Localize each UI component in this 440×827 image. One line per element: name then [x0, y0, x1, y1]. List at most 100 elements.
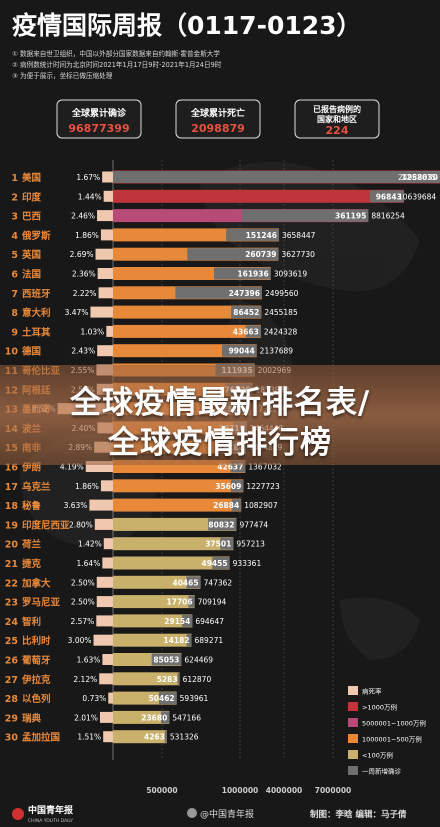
- fatality-rate-bar: [95, 248, 113, 260]
- legend-swatch: [348, 766, 358, 775]
- fatality-rate-label: 1.64%: [77, 559, 101, 568]
- new-cases-bar: [231, 499, 242, 512]
- country-label: 法国: [22, 269, 41, 281]
- fatality-rate-bar: [99, 711, 113, 723]
- rank-label: 29: [5, 713, 18, 724]
- footer-weibo: @中国青年报: [200, 808, 254, 820]
- new-cases-bar: [222, 344, 257, 357]
- country-label: 德国: [22, 346, 41, 358]
- new-cases-bar: [245, 325, 261, 338]
- country-label: 俄罗斯: [21, 230, 51, 242]
- total-label: 957213: [236, 540, 265, 549]
- total-bar: [113, 730, 167, 744]
- new-cases-bar: [214, 267, 271, 280]
- fatality-rate-label: 2.22%: [73, 289, 97, 298]
- summary-confirmed-label: 全球累计确诊: [71, 107, 127, 119]
- x-tick-label: 500000: [146, 786, 177, 795]
- rank-label: 22: [5, 578, 18, 589]
- new-cases-label: 80832: [208, 520, 234, 529]
- rank-label: 25: [5, 636, 18, 647]
- total-label: 593961: [180, 694, 209, 703]
- fatality-rate-label: 1.03%: [80, 327, 104, 336]
- total-label: 1367032: [248, 463, 282, 472]
- total-bar: [113, 710, 170, 724]
- total-label: 3093619: [274, 270, 308, 279]
- country-label: 西班牙: [22, 288, 51, 300]
- rank-label: 5: [11, 250, 18, 261]
- rank-label: 27: [5, 675, 18, 686]
- summary-deaths-label: 全球累计死亡: [190, 107, 245, 119]
- fatality-rate-label: 1.51%: [77, 733, 101, 742]
- footer-logo-sub: CHINA YOUTH DAILY: [28, 818, 73, 824]
- overlay-line-2: 全球疫情排行榜: [108, 425, 332, 461]
- new-cases-bar: [188, 595, 195, 608]
- legend-swatch: [348, 750, 358, 759]
- fatality-rate-bar: [100, 480, 113, 492]
- total-bar: [113, 189, 404, 203]
- new-cases-label: 96843: [376, 192, 402, 201]
- rank-label: 6: [11, 270, 18, 281]
- legend-label: 病死率: [362, 687, 382, 696]
- total-label: 10639684: [398, 192, 436, 201]
- x-tick-label: 7000000: [315, 786, 352, 795]
- total-bar: [113, 498, 242, 512]
- new-cases-bar: [151, 653, 182, 666]
- fatality-rate-label: 2.69%: [70, 250, 94, 259]
- fatality-rate-bar: [103, 538, 113, 550]
- total-label: 747362: [204, 578, 233, 587]
- legend-label: >1000万例: [362, 703, 397, 712]
- total-label: 624469: [184, 656, 213, 665]
- total-label: 2137689: [260, 347, 294, 356]
- summary-deaths: 全球累计死亡 2098879: [175, 99, 261, 139]
- new-cases-label: 4263: [144, 733, 165, 742]
- summary-regions-value: 224: [326, 124, 349, 137]
- fatality-rate-bar: [89, 499, 113, 511]
- x-tick-label: 1000000: [222, 786, 259, 795]
- new-cases-label: 151246: [246, 231, 277, 240]
- fatality-rate-label: 2.80%: [69, 520, 93, 529]
- note-3: ③ 为便于展示，坐标已做压缩处理: [12, 71, 113, 80]
- rank-label: 21: [5, 559, 18, 570]
- x-tick-label: 4000000: [266, 786, 303, 795]
- new-cases-label: 29154: [164, 617, 190, 626]
- total-bar: [113, 595, 195, 609]
- new-cases-label: 85053: [153, 656, 179, 665]
- new-cases-bar: [212, 557, 230, 569]
- fatality-rate-bar: [99, 673, 113, 685]
- total-label: 977474: [239, 520, 268, 529]
- new-cases-bar: [208, 518, 237, 531]
- legend-swatch: [348, 718, 358, 727]
- note-2: ② 病例数统计时间为北京时间2021年1月17日9时-2021年1月24日9时: [12, 60, 222, 69]
- total-bar: [113, 479, 244, 493]
- rank-label: 4: [11, 231, 18, 242]
- fatality-rate-label: 2.43%: [71, 347, 95, 356]
- fatality-rate-label: 3.47%: [65, 308, 89, 317]
- new-cases-label: 43663: [233, 327, 259, 336]
- total-bar: [113, 614, 193, 628]
- country-label: 罗马尼亚: [22, 598, 61, 609]
- total-label: 24982615: [398, 173, 436, 182]
- fatality-rate-bar: [96, 596, 113, 608]
- fatality-rate-bar: [103, 190, 113, 202]
- summary-regions: 已报告病例的 国家和地区 224: [294, 99, 380, 139]
- legend-swatch: [348, 734, 358, 743]
- note-1: ① 数据来自世卫组织，中国以外部分国家数据来自约翰斯·霍普金斯大学: [12, 49, 220, 58]
- rank-label: 2: [11, 192, 18, 203]
- fatality-rate-label: 3.63%: [64, 501, 88, 510]
- country-label: 加拿大: [21, 577, 51, 589]
- total-label: 2455185: [264, 308, 298, 317]
- total-label: 2499560: [265, 289, 299, 298]
- total-bar: [113, 575, 201, 589]
- rank-label: 23: [5, 598, 18, 609]
- rank-label: 30: [5, 733, 19, 744]
- country-label: 捷克: [22, 558, 42, 570]
- rank-label: 17: [5, 482, 18, 493]
- total-bar: [113, 556, 230, 570]
- new-cases-label: 42637: [217, 463, 243, 472]
- new-cases-bar: [164, 730, 167, 743]
- new-cases-label: 161936: [237, 270, 268, 279]
- new-cases-bar: [220, 537, 234, 550]
- fatality-rate-label: 0.73%: [82, 694, 106, 703]
- rank-label: 20: [5, 540, 19, 551]
- new-cases-label: 99044: [229, 347, 255, 356]
